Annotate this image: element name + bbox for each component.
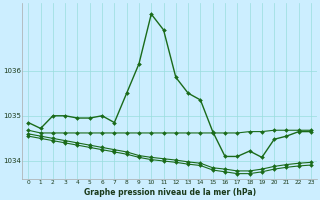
X-axis label: Graphe pression niveau de la mer (hPa): Graphe pression niveau de la mer (hPa): [84, 188, 256, 197]
